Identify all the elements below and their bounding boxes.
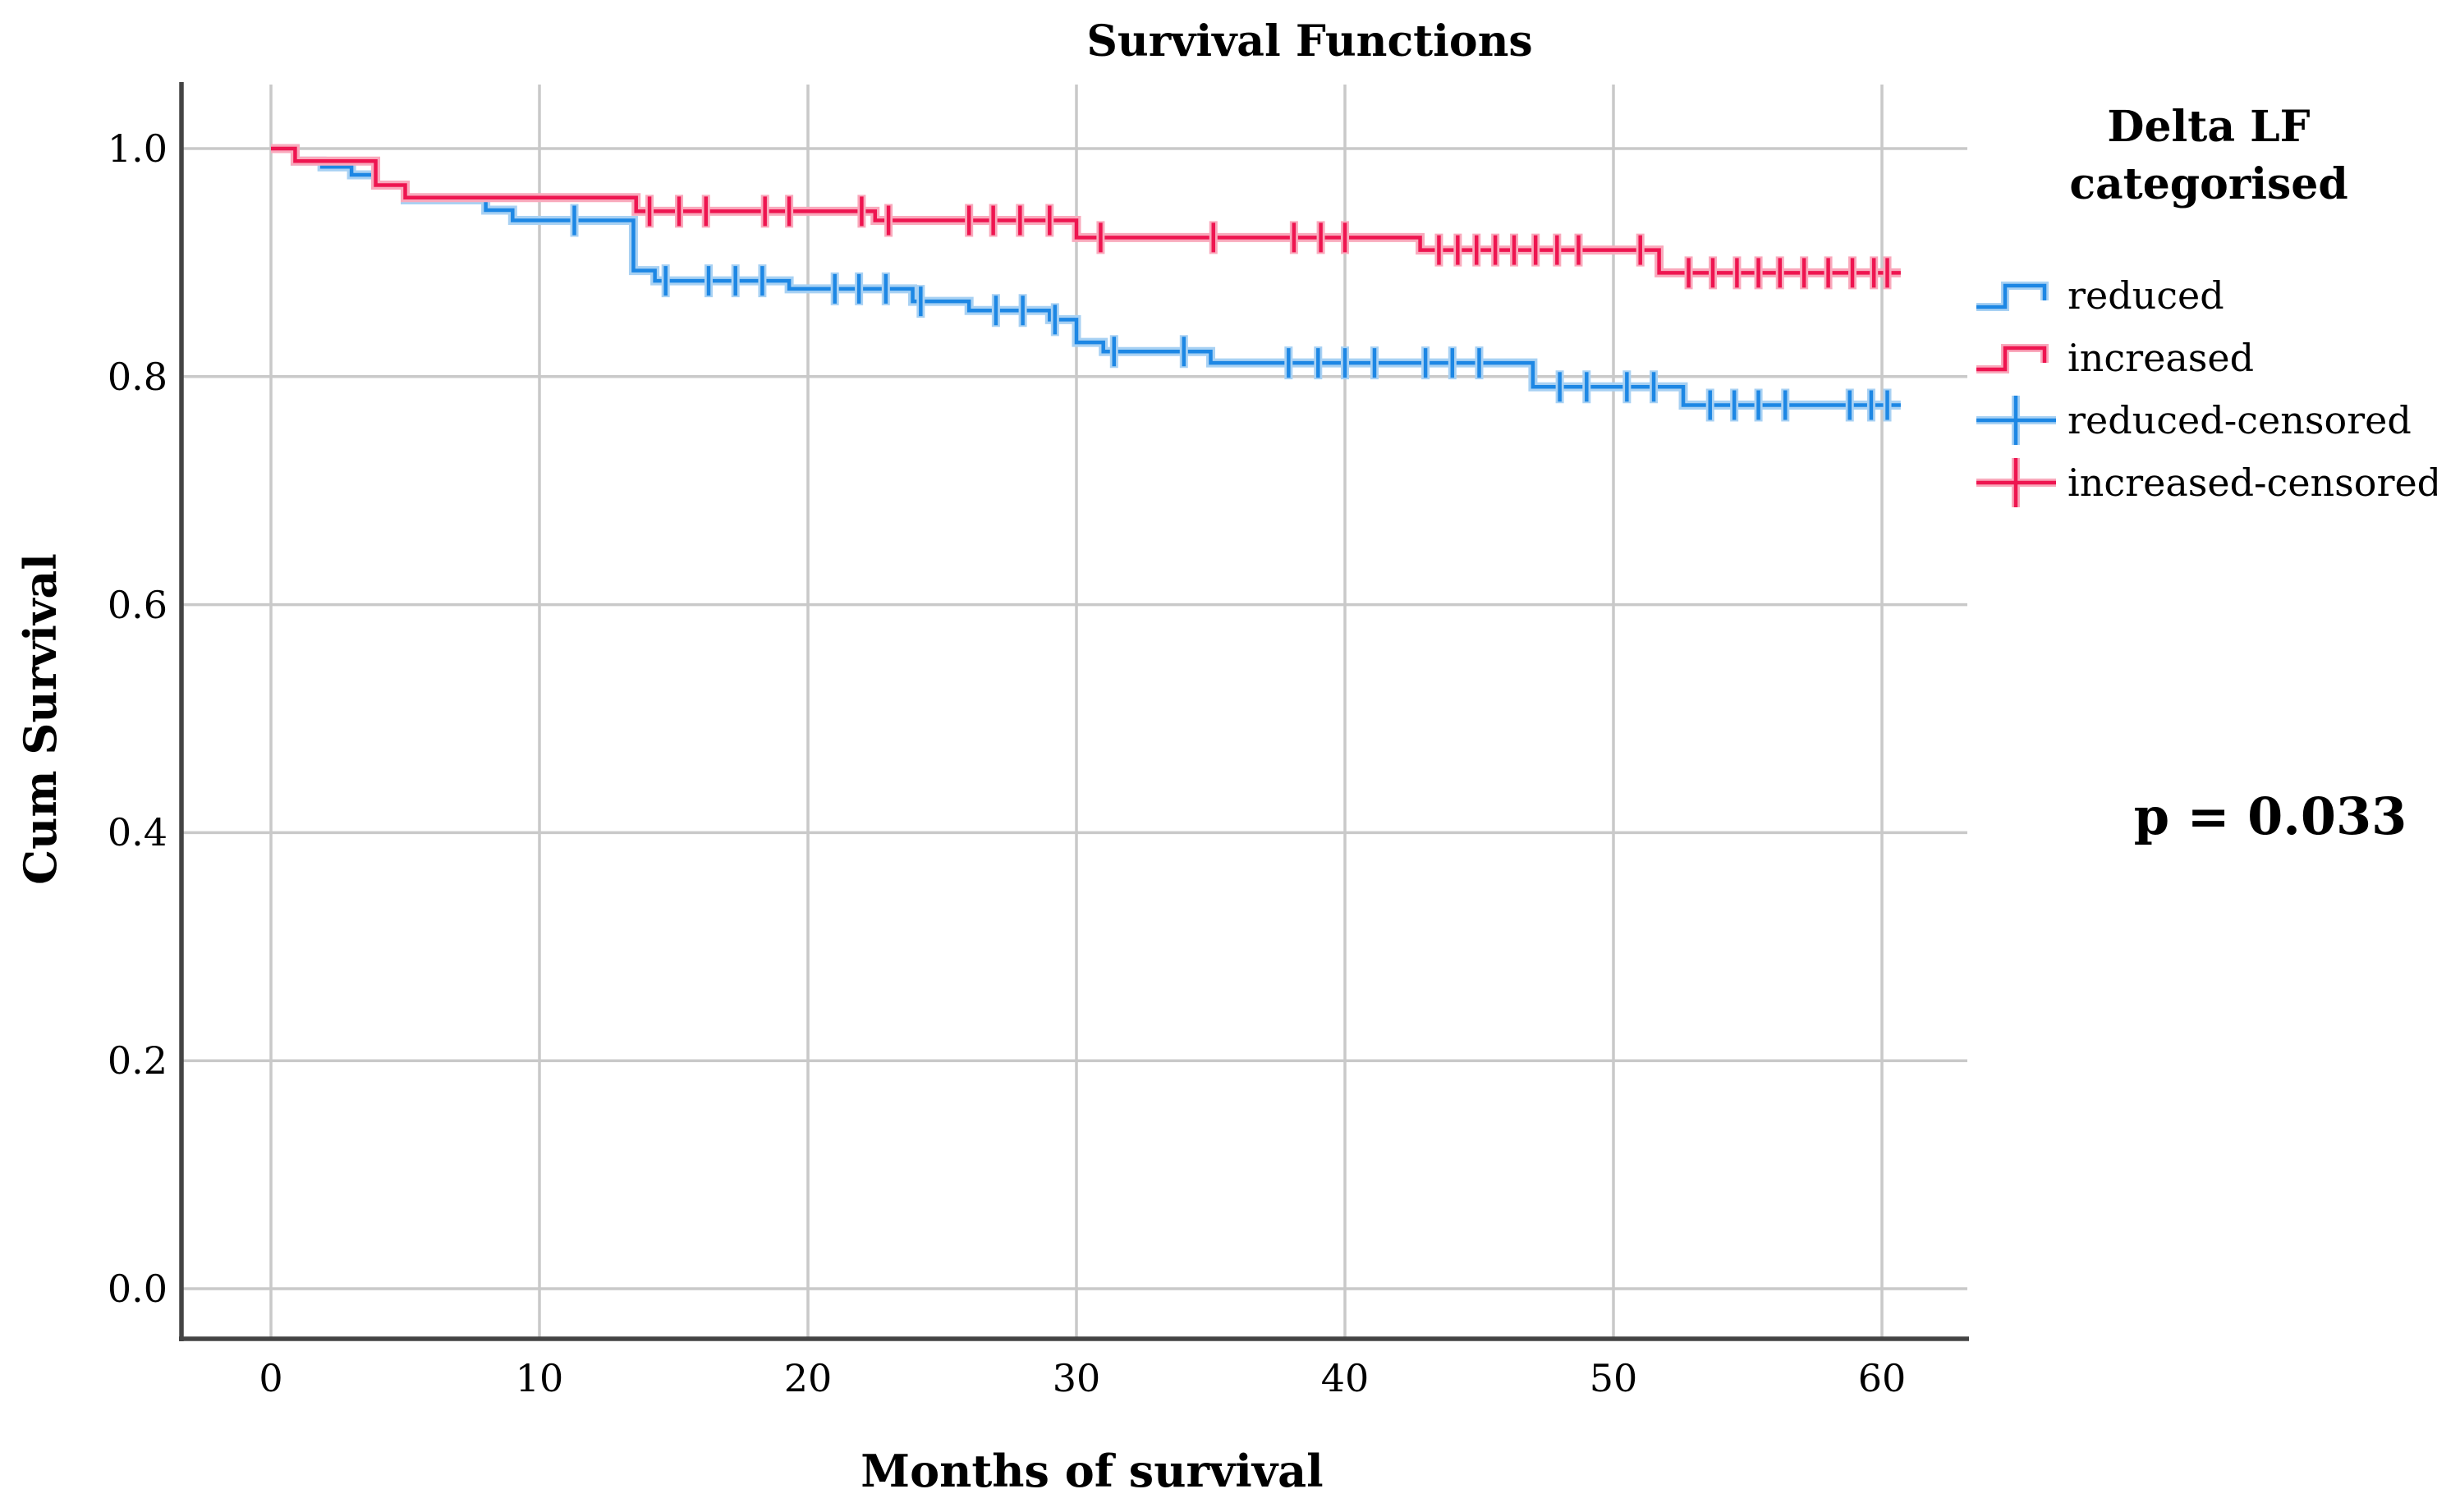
p-value-annotation: p = 0.033 xyxy=(2133,786,2407,846)
x-tick-label-30: 30 xyxy=(1052,1356,1101,1400)
y-tick-label-0.4: 0.4 xyxy=(107,810,168,855)
legend-item-label-increased: increased xyxy=(2068,336,2255,380)
legend-title: Delta LF categorised xyxy=(2016,99,2402,213)
step-line-icon xyxy=(1974,327,2059,389)
censor-plus-icon xyxy=(1974,451,2059,514)
x-axis-title: Months of survival xyxy=(861,1445,1324,1497)
x-tick-label-20: 20 xyxy=(783,1356,833,1400)
y-tick-label-0.6: 0.6 xyxy=(107,582,168,627)
censor-plus-icon xyxy=(1974,389,2059,451)
legend-item-label-reduced: reduced xyxy=(2068,273,2224,318)
y-tick-label-0.8: 0.8 xyxy=(107,354,168,399)
x-tick-label-60: 60 xyxy=(1857,1356,1907,1400)
y-tick-label-0.2: 0.2 xyxy=(107,1038,168,1084)
x-tick-label-50: 50 xyxy=(1589,1356,1638,1400)
x-tick-label-40: 40 xyxy=(1320,1356,1370,1400)
x-tick-label-10: 10 xyxy=(515,1356,564,1400)
legend-title-line1: Delta LF xyxy=(2107,102,2311,152)
chart-title: Survival Functions xyxy=(1086,16,1533,66)
legend-item-label-increased-censored: increased-censored xyxy=(2068,460,2437,505)
legend-title-line2: categorised xyxy=(2069,159,2348,209)
reduced-curve xyxy=(271,146,1901,407)
step-line-icon xyxy=(1974,264,2059,327)
x-tick-label-0: 0 xyxy=(259,1356,283,1400)
y-tick-label-1.0: 1.0 xyxy=(107,126,168,171)
y-tick-label-0.0: 0.0 xyxy=(107,1267,168,1311)
legend-item-label-reduced-censored: reduced-censored xyxy=(2068,398,2412,442)
